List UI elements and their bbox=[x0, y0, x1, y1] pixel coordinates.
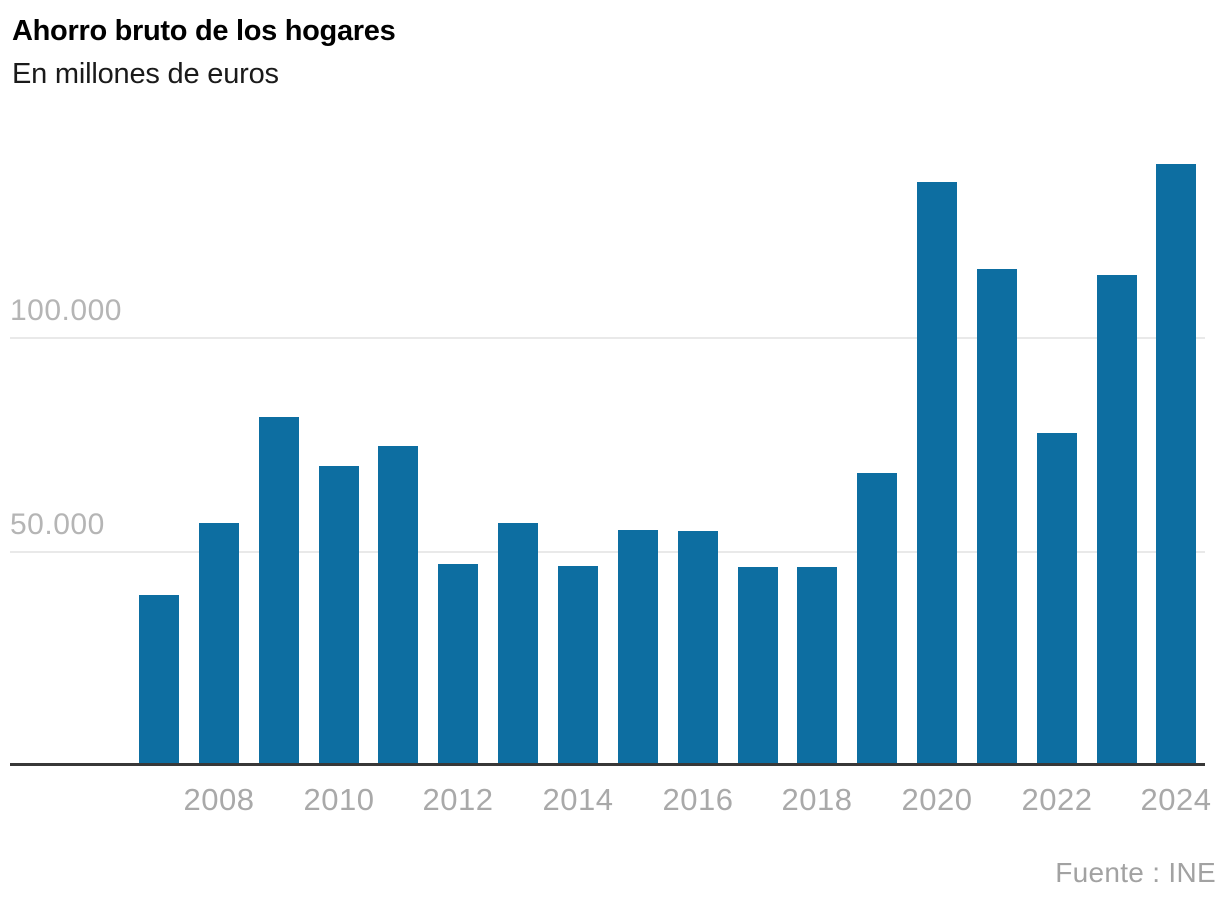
bar-2019 bbox=[857, 473, 897, 763]
bar-2008 bbox=[199, 523, 239, 763]
chart-title: Ahorro bruto de los hogares bbox=[12, 15, 396, 47]
chart-header: Ahorro bruto de los hogares En millones … bbox=[12, 13, 396, 92]
x-tick-label-2022: 2022 bbox=[1021, 782, 1093, 817]
gridline-100000 bbox=[10, 337, 1205, 339]
y-tick-label-50000: 50.000 bbox=[10, 508, 105, 541]
bar-2023 bbox=[1097, 275, 1137, 763]
x-tick-label-2014: 2014 bbox=[542, 782, 614, 817]
bar-2007 bbox=[139, 595, 179, 763]
bar-2009 bbox=[259, 417, 299, 763]
bar-2024 bbox=[1156, 164, 1196, 763]
bar-2013 bbox=[498, 523, 538, 763]
bar-2022 bbox=[1037, 433, 1077, 763]
bar-2014 bbox=[558, 566, 598, 763]
bar-2020 bbox=[917, 182, 957, 763]
x-tick-label-2016: 2016 bbox=[662, 782, 734, 817]
gridline-50000 bbox=[10, 551, 1205, 553]
bar-2018 bbox=[797, 567, 837, 763]
bar-2017 bbox=[738, 567, 778, 763]
bar-2016 bbox=[678, 531, 718, 763]
chart-subtitle: En millones de euros bbox=[12, 58, 279, 90]
x-tick-label-2012: 2012 bbox=[422, 782, 494, 817]
x-tick-label-2008: 2008 bbox=[183, 782, 255, 817]
bar-2015 bbox=[618, 530, 658, 763]
y-tick-label-100000: 100.000 bbox=[10, 294, 122, 327]
bar-2012 bbox=[438, 564, 478, 763]
x-tick-label-2010: 2010 bbox=[303, 782, 375, 817]
x-tick-label-2018: 2018 bbox=[781, 782, 853, 817]
bar-2010 bbox=[319, 466, 359, 763]
x-axis-line bbox=[10, 763, 1205, 766]
bar-2011 bbox=[378, 446, 418, 763]
source-label: Fuente : INE bbox=[1055, 857, 1216, 888]
x-tick-label-2024: 2024 bbox=[1140, 782, 1212, 817]
x-tick-label-2020: 2020 bbox=[901, 782, 973, 817]
bar-2021 bbox=[977, 269, 1017, 763]
